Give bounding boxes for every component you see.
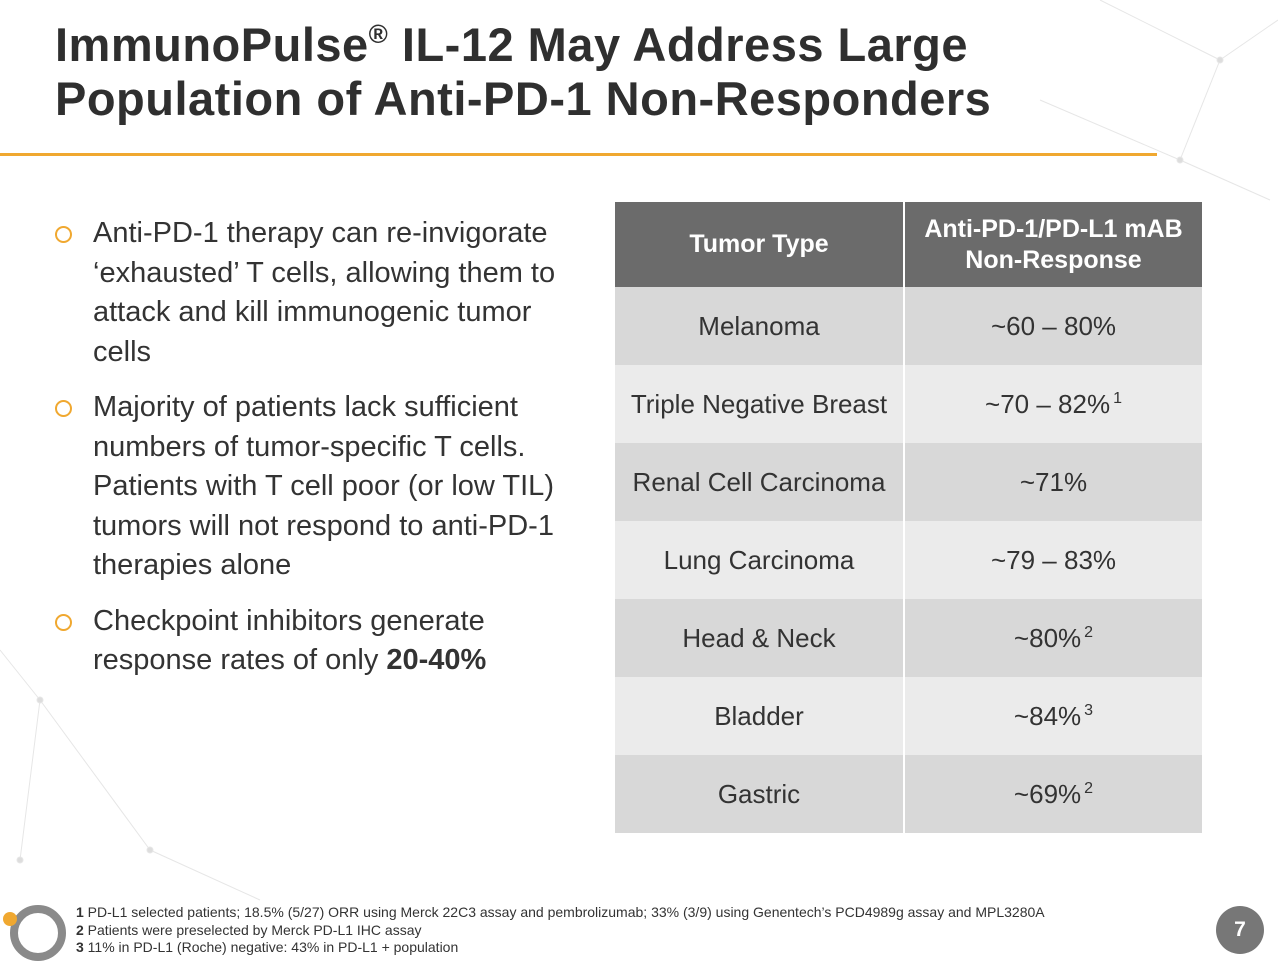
title-brand: ImmunoPulse [55,18,369,71]
bullet-emphasis: 20-40% [386,644,487,676]
title-line: Population of Anti-PD-1 Non-Responders [55,72,992,125]
bullet-marker [55,226,72,243]
table-row: Head & Neck ~80% 2 [615,599,1202,677]
response-cell: ~71% [903,443,1202,521]
title-mark: ® [368,19,389,49]
footnotes: 1 PD-L1 selected patients; 18.5% (5/27) … [76,904,1045,957]
response-cell: ~80% 2 [903,599,1202,677]
title-line: IL-12 May Address Large [388,18,969,71]
response-text: ~84% [1013,700,1082,731]
logo-dot [3,912,17,926]
footnote-ref: 1 [1113,389,1122,407]
table-row: Gastric ~69% 2 [615,755,1202,833]
response-cell: ~69% 2 [903,755,1202,833]
tumor-cell: Lung Carcinoma [615,521,904,599]
response-text: ~71% [1019,466,1088,497]
footnote-ref: 2 [1084,779,1094,797]
response-cell: ~84% 3 [903,677,1202,755]
header-cell: Anti-PD-1/PD-L1 mAB Non-Response [903,202,1202,287]
bullet: Checkpoint inhibitors generate response … [55,602,575,681]
footnote-number: 3 [76,939,84,955]
response-text: ~69% [1013,778,1082,809]
table-row: Renal Cell Carcinoma ~71% [615,443,1202,521]
footnote-text: PD-L1 selected patients; 18.5% (5/27) OR… [83,904,1045,920]
table-row: Bladder ~84% 3 [615,677,1202,755]
bullet-marker [55,400,72,417]
footnote-ref: 3 [1084,701,1094,719]
page-number: 7 [1216,906,1264,954]
response-text: ~60 – 80% [990,310,1117,341]
bullet-marker [55,613,72,631]
footnote-text: 11% in PD-L1 (Roche) negative: 43% in PD… [83,939,459,955]
tumor-cell: Triple Negative Breast [615,365,904,443]
table-row: Melanoma ~60 – 80% [615,287,1202,365]
response-table: Tumor Type Anti-PD-1/PD-L1 mAB Non-Respo… [615,202,1202,833]
footnote: 3 11% in PD-L1 (Roche) negative: 43% in … [76,939,1045,957]
header-cell: Tumor Type [615,202,904,287]
table-row: Lung Carcinoma ~79 – 83% [615,521,1202,599]
tumor-cell: Renal Cell Carcinoma [615,443,904,521]
footnote: 2 Patients were preselected by Merck PD-… [76,922,1045,940]
tumor-cell: Gastric [615,755,904,833]
response-text: ~80% [1013,622,1082,653]
footnote-ref: 2 [1084,623,1094,641]
table-row: Triple Negative Breast ~70 – 82% 1 [615,365,1202,443]
bullet: Majority of patients lack sufficient num… [55,388,575,586]
response-cell: ~79 – 83% [903,521,1202,599]
response-text: ~79 – 83% [990,544,1117,575]
slide-title: ImmunoPulse® IL-12 May Address Large Popu… [55,18,991,126]
tumor-cell: Head & Neck [615,599,904,677]
response-cell: ~70 – 82% 1 [903,365,1202,443]
title-rule [0,153,1157,156]
response-text: ~70 – 82% [985,388,1111,419]
footnote-number: 1 [76,904,84,920]
footnote: 1 PD-L1 selected patients; 18.5% (5/27) … [76,904,1045,922]
bullet: Anti-PD-1 therapy can re-invigorate ‘exh… [55,214,575,372]
footnote-number: 2 [76,921,84,938]
bullet-text: Anti-PD-1 therapy can re-invigorate ‘exh… [93,217,556,368]
response-cell: ~60 – 80% [903,287,1202,365]
tumor-cell: Bladder [615,677,904,755]
logo [10,905,66,961]
header-row: Tumor Type Anti-PD-1/PD-L1 mAB Non-Respo… [615,202,1202,287]
footnote-text: Patients were preselected by Merck PD-L1… [83,921,422,938]
bullet-text: Majority of patients lack sufficient num… [93,391,554,581]
bullet-list: Anti-PD-1 therapy can re-invigorate ‘exh… [55,214,575,697]
tumor-cell: Melanoma [615,287,904,365]
bullet-text: Checkpoint inhibitors generate response … [93,604,485,677]
